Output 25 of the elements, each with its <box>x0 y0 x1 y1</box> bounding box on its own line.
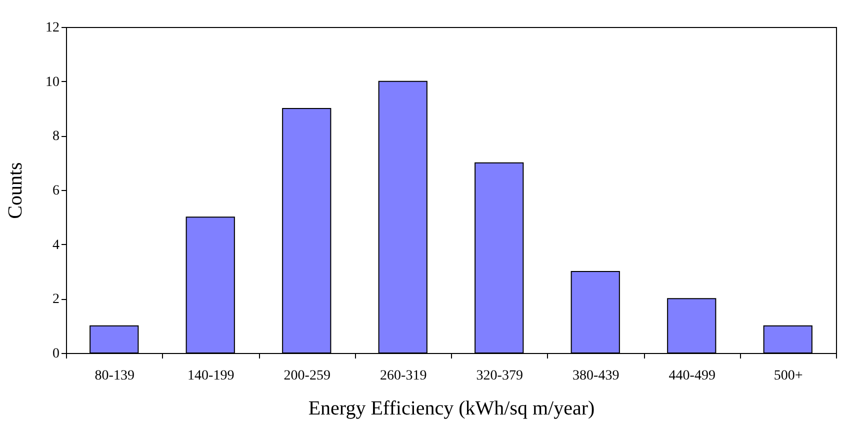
y-axis-title: Counts <box>4 162 26 219</box>
x-axis-title: Energy Efficiency (kWh/sq m/year) <box>308 398 595 420</box>
bar <box>763 325 812 354</box>
x-tick-label: 500+ <box>774 368 803 384</box>
x-tick-label: 200-259 <box>284 368 330 384</box>
bar <box>474 162 524 354</box>
y-tick-label: 0 <box>52 346 60 362</box>
x-tick-label: 80-139 <box>94 368 134 384</box>
bar <box>282 108 332 354</box>
x-tick-label: 260-319 <box>380 368 427 384</box>
y-tick-label: 6 <box>52 184 60 198</box>
x-tick-label: 320-379 <box>476 368 523 384</box>
bar <box>186 216 235 354</box>
x-tick-label: 380-439 <box>572 368 620 384</box>
y-tick-label: 8 <box>52 129 60 144</box>
bar <box>570 271 620 354</box>
bar <box>378 80 428 354</box>
y-tick-label: 12 <box>46 20 60 36</box>
y-tick-label: 4 <box>52 238 60 253</box>
y-tick-label: 2 <box>52 292 60 308</box>
x-tick-label: 140-199 <box>188 368 234 384</box>
x-tick-label: 440-499 <box>668 368 716 384</box>
y-tick-label: 10 <box>46 74 60 90</box>
bar <box>667 298 716 354</box>
bar <box>90 325 139 354</box>
